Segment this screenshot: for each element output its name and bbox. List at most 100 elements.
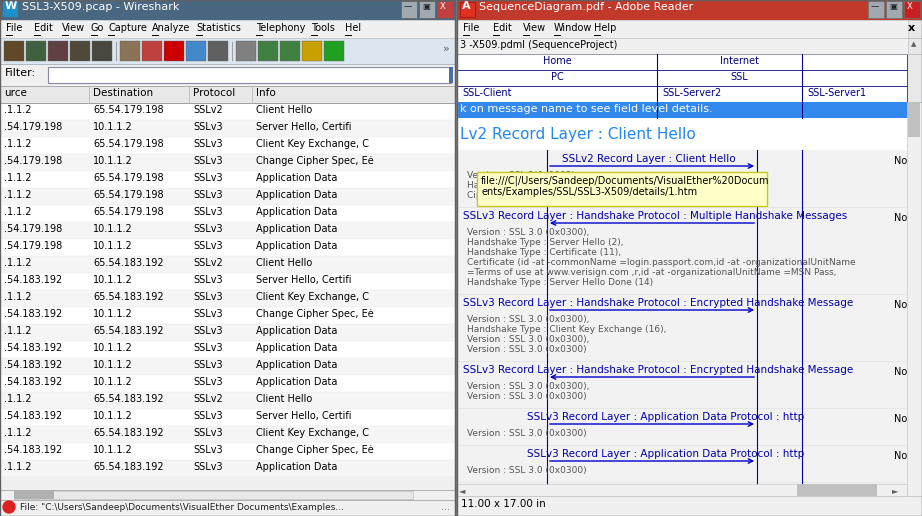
Text: »: »: [443, 44, 450, 54]
Bar: [0, 290, 455, 307]
Text: SSLv3: SSLv3: [193, 224, 222, 234]
Text: SSL-Server2: SSL-Server2: [662, 88, 721, 98]
Text: .1.1.2: .1.1.2: [4, 394, 31, 404]
Bar: [0, 443, 455, 460]
Text: SSLv3: SSLv3: [193, 292, 222, 302]
Bar: [908, 20, 922, 38]
Text: SSLv3 Record Layer : Handshake Protocol : Multiple Handshake Messages: SSLv3 Record Layer : Handshake Protocol …: [463, 211, 847, 221]
Text: Version : SSL 3.0 (0x0300),: Version : SSL 3.0 (0x0300),: [467, 335, 589, 344]
Circle shape: [3, 501, 15, 513]
Bar: [0, 20, 455, 38]
Text: Client Key Exchange, C: Client Key Exchange, C: [256, 139, 369, 149]
Text: .54.183.192: .54.183.192: [4, 275, 63, 285]
Text: Client Hello: Client Hello: [256, 394, 313, 404]
Text: SSLv3: SSLv3: [193, 309, 222, 319]
Text: 65.54.183.192: 65.54.183.192: [93, 292, 163, 302]
Text: SSL-Server1: SSL-Server1: [807, 88, 866, 98]
Text: Edit: Edit: [34, 23, 53, 33]
Bar: [0, 188, 455, 205]
Text: No: No: [894, 213, 907, 223]
Bar: [797, 484, 877, 496]
Text: 10.1.1.2: 10.1.1.2: [93, 122, 133, 132]
Text: —: —: [871, 2, 880, 11]
Text: X: X: [907, 2, 913, 11]
Bar: [3, 2, 18, 17]
Text: 10.1.1.2: 10.1.1.2: [93, 377, 133, 387]
Bar: [0, 0, 455, 20]
Text: View: View: [63, 23, 86, 33]
Text: Application Data: Application Data: [256, 224, 337, 234]
Text: Capture: Capture: [108, 23, 148, 33]
Bar: [0, 0, 455, 516]
Text: Application Data: Application Data: [256, 326, 337, 336]
Text: SSLv3: SSLv3: [193, 343, 222, 353]
Text: Change Cipher Spec, Eė: Change Cipher Spec, Eė: [256, 156, 373, 166]
Text: .1.1.2: .1.1.2: [4, 326, 31, 336]
Text: SSLv3: SSLv3: [193, 326, 222, 336]
Text: .54.179.198: .54.179.198: [4, 224, 63, 234]
Text: 65.54.183.192: 65.54.183.192: [93, 326, 163, 336]
Text: Version : SSL 3.0 (0x0300): Version : SSL 3.0 (0x0300): [467, 392, 586, 401]
Bar: [0, 154, 455, 171]
Bar: [48, 41, 68, 61]
Text: Analyze: Analyze: [152, 23, 191, 33]
Text: Window: Window: [553, 23, 592, 33]
Bar: [258, 41, 278, 61]
Text: Application Data: Application Data: [256, 241, 337, 251]
Bar: [886, 1, 902, 18]
Bar: [0, 426, 455, 443]
Text: Certificate (id -at -commonName =login.passport.com,id -at -organizationalUnitNa: Certificate (id -at -commonName =login.p…: [467, 258, 856, 267]
Text: 65.54.179.198: 65.54.179.198: [93, 190, 163, 200]
Text: Application Data: Application Data: [256, 360, 337, 370]
Text: 10.1.1.2: 10.1.1.2: [93, 343, 133, 353]
Text: SSLv3: SSLv3: [193, 275, 222, 285]
Bar: [0, 490, 455, 500]
Text: 10.1.1.2: 10.1.1.2: [93, 360, 133, 370]
Text: .54.183.192: .54.183.192: [4, 377, 63, 387]
Text: =Terms of use at www.verisign.com ,r,id -at -organizationalUnitName =MSN Pass,: =Terms of use at www.verisign.com ,r,id …: [467, 268, 836, 277]
Text: 10.1.1.2: 10.1.1.2: [93, 309, 133, 319]
Text: No: No: [894, 367, 907, 377]
Bar: [70, 41, 90, 61]
Bar: [280, 41, 300, 61]
Text: 10.1.1.2: 10.1.1.2: [93, 411, 133, 421]
Text: .1.1.2: .1.1.2: [4, 139, 31, 149]
Bar: [4, 41, 24, 61]
Text: SSLv3: SSLv3: [193, 241, 222, 251]
Text: No: No: [894, 451, 907, 461]
Bar: [0, 171, 455, 188]
Text: No: No: [894, 156, 907, 166]
Bar: [457, 70, 907, 86]
Bar: [457, 54, 907, 70]
Bar: [419, 1, 435, 18]
Bar: [302, 41, 322, 61]
Bar: [142, 41, 162, 61]
Text: SSLv3: SSLv3: [193, 377, 222, 387]
Text: SSL: SSL: [730, 72, 748, 82]
Text: ▣: ▣: [422, 2, 430, 11]
Text: .54.183.192: .54.183.192: [4, 411, 63, 421]
Text: Server Hello, Certifi: Server Hello, Certifi: [256, 275, 351, 285]
Text: Application Data: Application Data: [256, 207, 337, 217]
Text: 10.1.1.2: 10.1.1.2: [93, 156, 133, 166]
Bar: [0, 103, 455, 120]
Text: .1.1.2: .1.1.2: [4, 428, 31, 438]
Text: Version : SSL 3.0 (0x0300): Version : SSL 3.0 (0x0300): [467, 429, 586, 438]
Bar: [48, 67, 451, 83]
Bar: [0, 38, 455, 64]
Text: ▣: ▣: [889, 2, 897, 11]
Bar: [0, 324, 455, 341]
Bar: [0, 358, 455, 375]
Text: .54.179.198: .54.179.198: [4, 241, 63, 251]
Text: Application Data: Application Data: [256, 173, 337, 183]
Bar: [908, 102, 920, 137]
Bar: [449, 67, 453, 83]
Text: Hel: Hel: [345, 23, 361, 33]
Text: Server Hello, Certifi: Server Hello, Certifi: [256, 411, 351, 421]
Text: W: W: [5, 1, 18, 11]
Text: Telephony: Telephony: [256, 23, 306, 33]
Text: File: File: [6, 23, 22, 33]
Text: Handshake Type : Certificate (11),: Handshake Type : Certificate (11),: [467, 248, 621, 257]
Text: SSLv3 Record Layer : Application Data Protocol : http: SSLv3 Record Layer : Application Data Pr…: [527, 449, 804, 459]
Bar: [477, 172, 767, 206]
